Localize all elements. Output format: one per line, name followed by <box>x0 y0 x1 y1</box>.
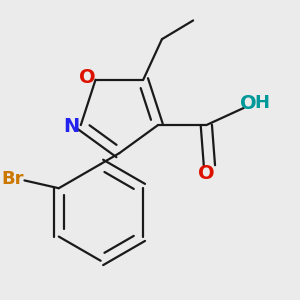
Text: H: H <box>254 94 269 112</box>
Text: O: O <box>80 68 96 87</box>
Text: Br: Br <box>2 170 24 188</box>
Text: O: O <box>240 94 257 113</box>
Text: N: N <box>63 117 80 136</box>
Text: O: O <box>198 164 214 183</box>
